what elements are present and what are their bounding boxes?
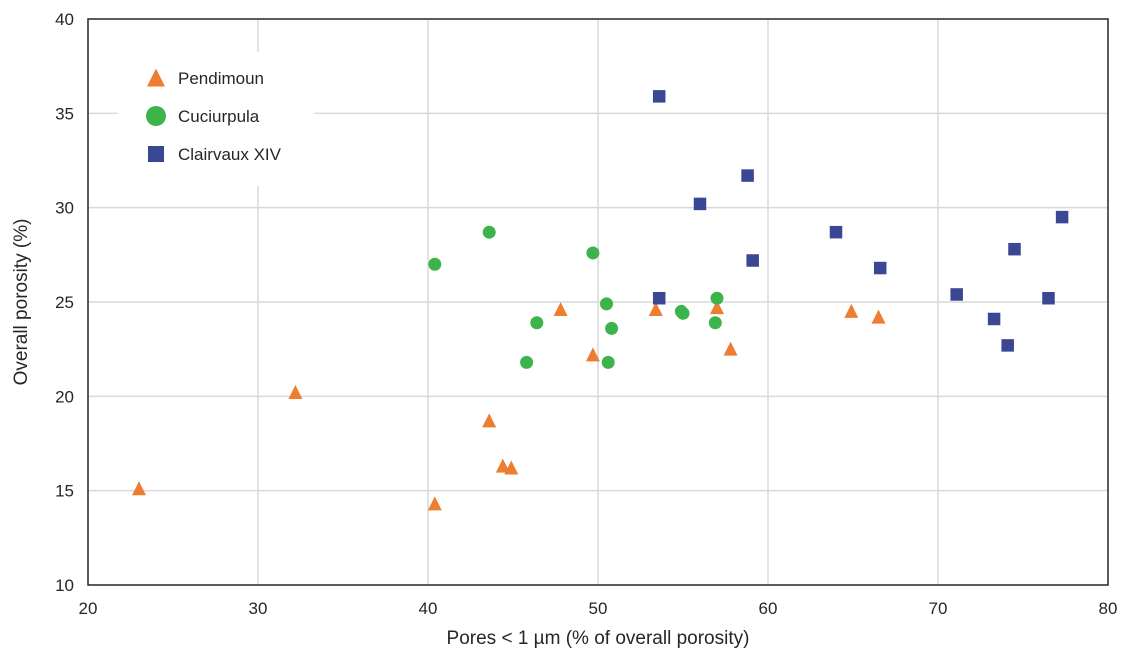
pendimoun-point: [427, 496, 442, 511]
x-axis-title: Pores < 1 µm (% of overall porosity): [447, 628, 750, 649]
clairvaux-xiv-point: [1042, 291, 1055, 305]
clairvaux-xiv-point: [652, 291, 666, 305]
cuciurpula-point: [482, 225, 496, 239]
clairvaux-xiv-point: [693, 197, 707, 211]
clairvaux-xiv-point: [873, 261, 887, 275]
x-tick-label: 80: [1099, 599, 1118, 618]
x-tick-label: 70: [929, 599, 948, 618]
clairvaux-xiv-point: [741, 169, 754, 182]
clairvaux-xiv-point: [1008, 242, 1021, 256]
pendimoun-point: [132, 481, 146, 496]
legend-marker-cuciurpula: [146, 106, 166, 126]
legend-marker-clairvaux-xiv: [148, 146, 164, 162]
clairvaux-xiv-point: [652, 90, 666, 103]
cuciurpula-point: [676, 306, 690, 320]
y-tick-label: 30: [55, 199, 74, 218]
clairvaux-xiv-point: [746, 254, 759, 267]
pendimoun-point: [495, 458, 510, 473]
pendimoun-point: [723, 341, 738, 356]
pendimoun-point: [844, 303, 859, 318]
clairvaux-xiv-point: [829, 225, 843, 239]
cuciurpula-point: [530, 316, 544, 330]
pendimoun-point: [585, 347, 600, 362]
legend-label-cuciurpula: Cuciurpula: [178, 107, 260, 126]
cuciurpula-point: [708, 316, 722, 330]
pendimoun-point: [553, 302, 568, 317]
pendimoun-point: [504, 460, 519, 475]
y-axis-ticks: 10 15 20 25 30 35 40: [55, 10, 74, 595]
cuciurpula-point: [605, 321, 619, 335]
grid-lines: [88, 19, 1108, 585]
legend: Pendimoun Cuciurpula Clairvaux XIV: [118, 52, 314, 186]
x-tick-label: 40: [419, 599, 438, 618]
clairvaux-xiv-point: [1001, 339, 1014, 352]
plot-area-frame: [87, 18, 1109, 586]
data-points: [132, 90, 1069, 511]
y-tick-label: 40: [55, 10, 74, 29]
x-tick-label: 20: [79, 599, 98, 618]
pendimoun-point: [710, 300, 724, 315]
pendimoun-point: [648, 302, 663, 317]
y-axis-title: Overall porosity (%): [11, 219, 32, 386]
cuciurpula-point: [428, 257, 442, 271]
y-tick-label: 15: [55, 482, 74, 501]
pendimoun-point: [871, 309, 886, 324]
x-tick-label: 30: [249, 599, 268, 618]
clairvaux-xiv-point: [1055, 210, 1069, 224]
y-tick-label: 10: [55, 576, 74, 595]
cuciurpula-point: [600, 297, 613, 311]
legend-label-pendimoun: Pendimoun: [178, 69, 264, 88]
cuciurpula-point: [520, 355, 534, 369]
legend-marker-pendimoun: [147, 68, 165, 87]
y-tick-label: 35: [55, 104, 74, 123]
legend-label-clairvaux-xiv: Clairvaux XIV: [178, 145, 282, 164]
cuciurpula-point: [601, 355, 615, 369]
cuciurpula-point: [710, 291, 724, 305]
pendimoun-point: [288, 385, 303, 400]
cuciurpula-point: [586, 246, 600, 260]
x-tick-label: 50: [589, 599, 608, 618]
clairvaux-xiv-point: [950, 288, 963, 301]
y-tick-label: 20: [55, 387, 74, 406]
pendimoun-point: [482, 413, 497, 428]
clairvaux-xiv-point: [987, 312, 1001, 326]
y-tick-label: 25: [55, 293, 74, 312]
x-axis-ticks: 20 30 40 50 60 70 80: [79, 599, 1118, 618]
x-tick-label: 60: [759, 599, 778, 618]
